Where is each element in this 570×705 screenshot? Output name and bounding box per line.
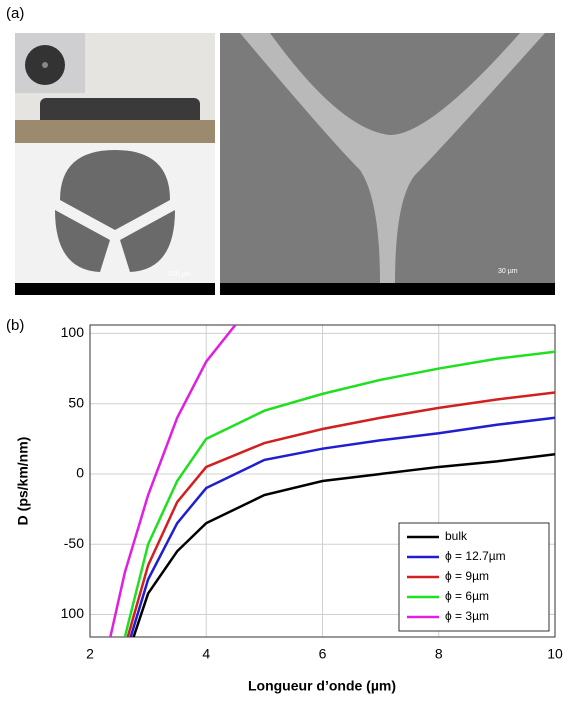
y-tick-label: -50 (64, 535, 84, 551)
y-tick-label: 100 (61, 605, 85, 621)
y-tick-label: 0 (76, 465, 84, 481)
x-tick-label: 6 (319, 646, 327, 662)
scale-bar-label: 100 µm (168, 271, 192, 278)
y-axis-label: D (ps/km/nm) (15, 437, 31, 526)
y-tick-label: 100 (61, 324, 85, 340)
line-series (109, 325, 237, 637)
legend-label: ϕ = 9µm (445, 569, 489, 583)
x-tick-label: 8 (435, 646, 443, 662)
legend-label: ϕ = 3µm (445, 609, 489, 623)
y-tick-label: 50 (68, 394, 84, 410)
legend-label: ϕ = 12.7µm (445, 549, 506, 563)
panel-label: (b) (6, 317, 24, 334)
x-tick-label: 4 (202, 646, 210, 662)
scale-bar-label: 30 µm (498, 268, 518, 275)
plot-frame (89, 324, 556, 638)
legend-label: ϕ = 6µm (445, 589, 489, 603)
legend-label: bulk (445, 529, 468, 543)
plot-area (109, 325, 555, 637)
photo-left: 100 µm (15, 33, 215, 295)
panel-label: (a) (6, 5, 24, 22)
line-series (132, 453, 555, 637)
photo-right: 30 µm (220, 33, 555, 295)
x-tick-label: 2 (86, 646, 94, 662)
x-tick-label: 10 (547, 646, 563, 662)
line-series (129, 416, 555, 637)
line-series (126, 391, 555, 637)
line-series (123, 350, 555, 637)
x-axis-label: Longueur d’onde (µm) (248, 678, 396, 694)
